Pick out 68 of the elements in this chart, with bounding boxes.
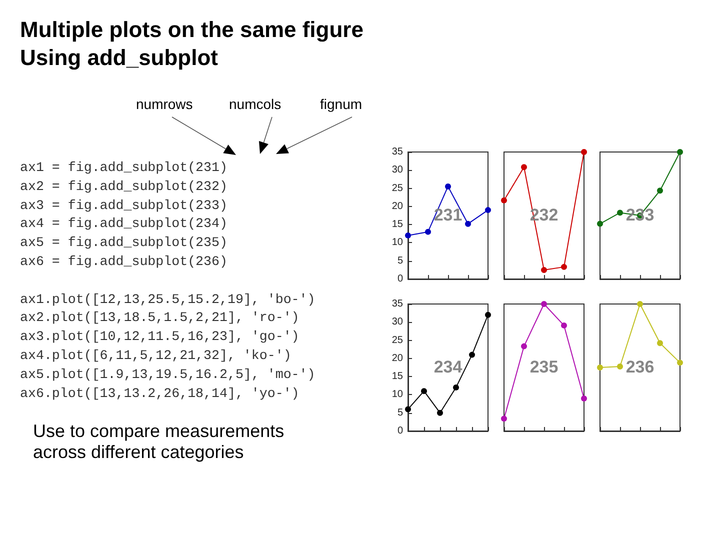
- point: [541, 301, 547, 307]
- y-tick-label: 10: [392, 237, 404, 248]
- annotation: 235: [530, 358, 558, 376]
- y-tick-label: 15: [392, 371, 404, 382]
- text: ax3 = fig.add_subplot(233): [20, 196, 228, 215]
- text: ax4.plot([6,11,5,12,21,32], 'ko-'): [20, 346, 292, 365]
- annotation: 236: [626, 358, 654, 376]
- point: [541, 266, 547, 273]
- y-tick-label: 15: [392, 219, 404, 230]
- point: [405, 406, 411, 412]
- y-tick-label: 25: [392, 334, 404, 346]
- point: [521, 164, 527, 170]
- point: [581, 395, 587, 402]
- point: [485, 207, 491, 214]
- y-tick-label: 35: [392, 298, 404, 310]
- point: [501, 416, 507, 422]
- text: ax5.plot([1.9,13,19.5,16.2,5], 'mo-'): [20, 366, 316, 384]
- point: [469, 352, 475, 358]
- point: [677, 360, 683, 366]
- y-tick-label: 10: [392, 389, 404, 400]
- point: [581, 149, 587, 155]
- point: [677, 149, 683, 155]
- point: [657, 188, 663, 194]
- text: ax4 = fig.add_subplot(234): [20, 215, 228, 234]
- point: [405, 232, 411, 238]
- point: [597, 364, 603, 370]
- annotation: 231: [434, 206, 462, 224]
- point: [597, 220, 603, 227]
- text: numrows: [136, 96, 193, 112]
- text: Use to compare measurements across different categories: [33, 421, 286, 463]
- y-tick-label: 20: [392, 352, 404, 364]
- point: [657, 340, 663, 346]
- point: [485, 312, 491, 318]
- y-tick-label: 30: [392, 316, 404, 328]
- text: ax5 = fig.add_subplot(235): [20, 234, 228, 252]
- y-tick-label: 5: [397, 255, 404, 266]
- point: [561, 322, 567, 328]
- y-tick-label: 35: [392, 146, 404, 158]
- text: ax2.plot([13,18.5,1.5,2,21], 'ro-'): [20, 309, 300, 328]
- point: [617, 363, 623, 370]
- point: [561, 264, 567, 270]
- text: ax6.plot([13,13.2,26,18,14], 'yo-'): [20, 384, 300, 403]
- point: [437, 410, 443, 416]
- text: fignum: [320, 96, 362, 112]
- point: [445, 183, 451, 190]
- point: [453, 384, 459, 390]
- text: Multiple plots on the same figure: [20, 16, 364, 44]
- text: ax1 = fig.add_subplot(231): [20, 159, 228, 177]
- text: ax3.plot([10,12,11.5,16,23], 'go-'): [20, 328, 300, 346]
- point: [637, 301, 643, 307]
- text: Using add_subplot: [20, 44, 219, 72]
- point: [421, 388, 427, 394]
- point: [617, 210, 623, 216]
- point: [501, 197, 507, 204]
- y-tick-label: 5: [397, 407, 404, 418]
- point: [425, 228, 431, 235]
- point: [465, 220, 471, 227]
- text: ax6 = fig.add_subplot(236): [20, 252, 228, 271]
- point: [521, 343, 527, 350]
- y-tick-label: 20: [392, 200, 404, 212]
- y-tick-label: 0: [397, 426, 404, 436]
- y-tick-label: 25: [392, 182, 404, 194]
- text: numcols: [229, 96, 282, 112]
- text: ax2 = fig.add_subplot(232): [20, 178, 228, 196]
- y-tick-label: 30: [392, 164, 404, 176]
- text: ax1.plot([12,13,25.5,15.2,19], 'bo-'): [20, 290, 316, 309]
- annotation: 234: [434, 358, 463, 376]
- y-tick-label: 0: [397, 274, 404, 284]
